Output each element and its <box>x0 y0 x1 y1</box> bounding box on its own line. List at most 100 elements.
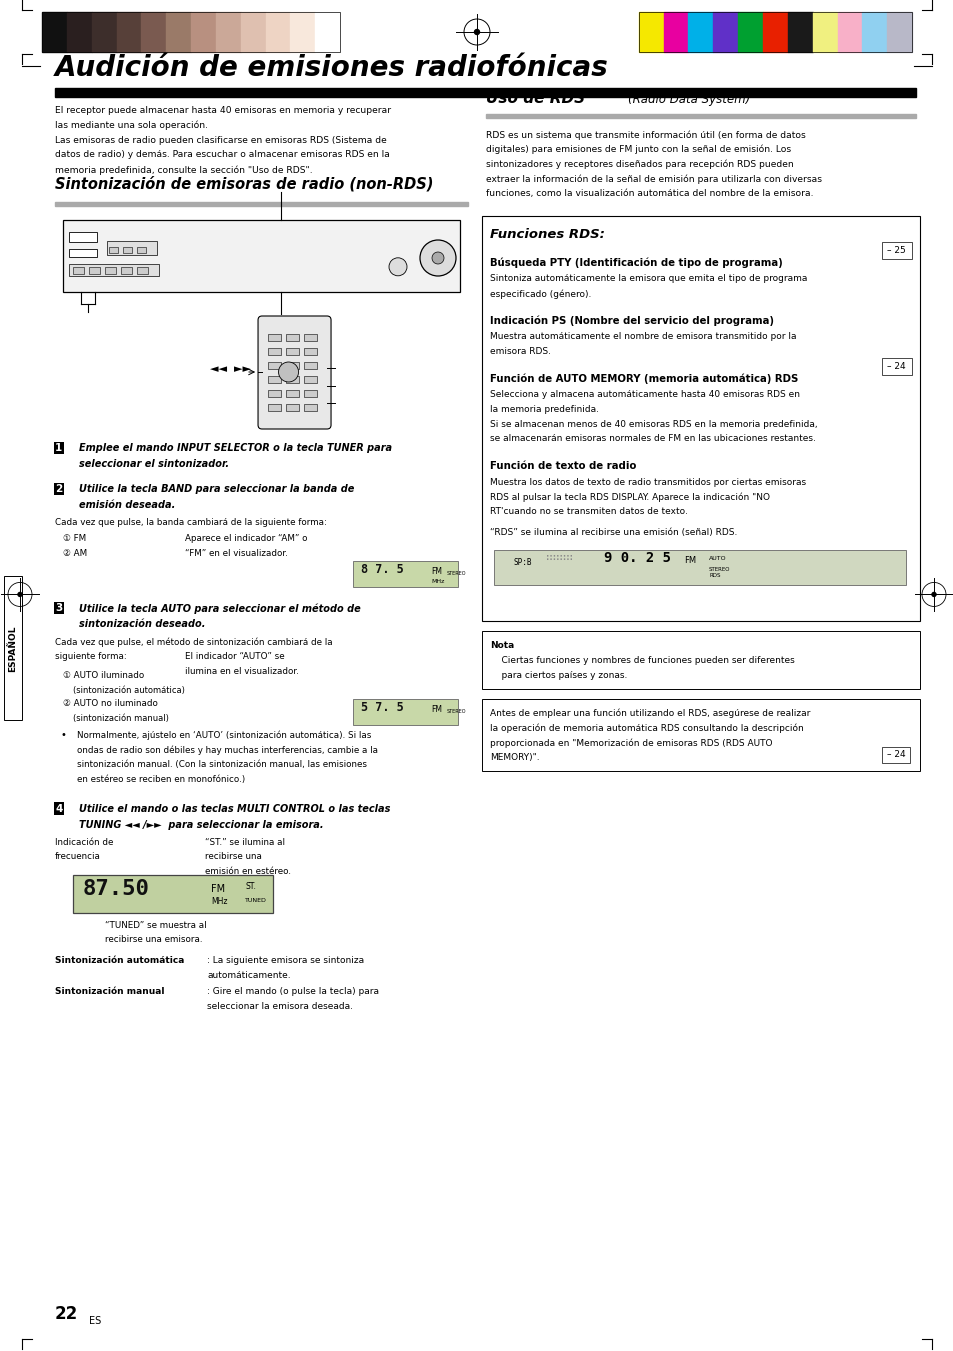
Text: ② AUTO no iluminado: ② AUTO no iluminado <box>63 700 157 708</box>
Text: las mediante una sola operación.: las mediante una sola operación. <box>55 120 208 130</box>
Text: se almacenarán emisoras normales de FM en las ubicaciones restantes.: se almacenarán emisoras normales de FM e… <box>490 435 815 443</box>
Text: Emplee el mando INPUT SELECTOR o la tecla TUNER para: Emplee el mando INPUT SELECTOR o la tecl… <box>79 443 392 453</box>
Text: Sintonización manual: Sintonización manual <box>55 988 164 996</box>
Bar <box>837 12 862 51</box>
Bar <box>688 12 713 51</box>
Text: El indicador “AUTO” se: El indicador “AUTO” se <box>185 653 284 661</box>
Bar <box>738 12 762 51</box>
Text: la operación de memoria automática RDS consultando la descripción: la operación de memoria automática RDS c… <box>490 724 803 734</box>
Text: frecuencia: frecuencia <box>55 852 101 862</box>
Text: – 24: – 24 <box>885 362 904 372</box>
Text: MHz: MHz <box>431 578 444 584</box>
Text: “ST.” se ilumina al: “ST.” se ilumina al <box>205 838 285 847</box>
Text: Selecciona y almacena automáticamente hasta 40 emisoras RDS en: Selecciona y almacena automáticamente ha… <box>490 390 800 399</box>
Text: emisión en estéreo.: emisión en estéreo. <box>205 867 291 877</box>
Text: Aparece el indicador “AM” o: Aparece el indicador “AM” o <box>185 535 307 543</box>
Text: “TUNED” se muestra al: “TUNED” se muestra al <box>105 920 207 929</box>
Text: especificado (género).: especificado (género). <box>490 289 591 299</box>
Text: Utilice la tecla BAND para seleccionar la banda de: Utilice la tecla BAND para seleccionar l… <box>79 484 354 494</box>
Bar <box>286 334 298 340</box>
Bar <box>286 376 298 382</box>
Text: : Gire el mando (o pulse la tecla) para: : Gire el mando (o pulse la tecla) para <box>207 988 378 996</box>
Text: 9 0. 2 5: 9 0. 2 5 <box>603 551 670 565</box>
Bar <box>639 12 663 51</box>
Text: funciones, como la visualización automática del nombre de la emisora.: funciones, como la visualización automát… <box>485 189 813 199</box>
Text: Audición de emisiones radiofónicas: Audición de emisiones radiofónicas <box>55 54 608 82</box>
Text: Indicación PS (Nombre del servicio del programa): Indicación PS (Nombre del servicio del p… <box>490 316 773 327</box>
Text: Cada vez que pulse, la banda cambiará de la siguiente forma:: Cada vez que pulse, la banda cambiará de… <box>55 519 327 527</box>
Text: sintonizadores y receptores diseñados para recepción RDS pueden: sintonizadores y receptores diseñados pa… <box>485 159 793 169</box>
Text: ① FM: ① FM <box>63 535 86 543</box>
Text: Utilice el mando o las teclas MULTI CONTROL o las teclas: Utilice el mando o las teclas MULTI CONT… <box>79 804 390 813</box>
Bar <box>886 12 911 51</box>
Text: Sintoniza automáticamente la emisora que emita el tipo de programa: Sintoniza automáticamente la emisora que… <box>490 274 806 284</box>
Bar <box>73 267 84 274</box>
Bar <box>268 376 281 382</box>
Text: proporcionada en "Memorización de emisoras RDS (RDS AUTO: proporcionada en "Memorización de emisor… <box>490 739 772 748</box>
Bar <box>268 349 281 355</box>
Text: FM: FM <box>683 555 696 565</box>
Text: emisora RDS.: emisora RDS. <box>490 347 551 355</box>
Text: 2: 2 <box>55 484 62 494</box>
Text: seleccionar la emisora deseada.: seleccionar la emisora deseada. <box>207 1002 353 1011</box>
Bar <box>862 12 886 51</box>
Text: RDS es un sistema que transmite información útil (en forma de datos: RDS es un sistema que transmite informac… <box>485 130 805 139</box>
Bar <box>42 12 67 51</box>
Bar <box>787 12 812 51</box>
Bar <box>304 390 316 397</box>
Text: “RDS” se ilumina al recibirse una emisión (señal) RDS.: “RDS” se ilumina al recibirse una emisió… <box>490 528 737 536</box>
Bar <box>55 88 915 96</box>
Text: Ciertas funciones y nombres de funciones pueden ser diferentes: Ciertas funciones y nombres de funciones… <box>490 655 794 665</box>
Text: Normalmente, ajústelo en ‘AUTO’ (sintonización automática). Si las: Normalmente, ajústelo en ‘AUTO’ (sintoni… <box>77 731 371 740</box>
Bar <box>268 362 281 369</box>
Text: – 25: – 25 <box>885 246 904 255</box>
Bar <box>107 240 157 255</box>
Text: recibirse una emisora.: recibirse una emisora. <box>105 935 202 944</box>
Text: ST.: ST. <box>245 882 255 892</box>
Text: MEMORY)".: MEMORY)". <box>490 754 539 762</box>
Bar <box>137 247 146 253</box>
Circle shape <box>18 593 22 596</box>
Bar <box>286 349 298 355</box>
Bar <box>55 203 468 205</box>
Circle shape <box>419 240 456 276</box>
Bar <box>191 12 215 51</box>
Text: •: • <box>60 731 66 740</box>
Text: Si se almacenan menos de 40 emisoras RDS en la memoria predefinida,: Si se almacenan menos de 40 emisoras RDS… <box>490 420 817 428</box>
Text: datos de radio) y demás. Para escuchar o almacenar emisoras RDS en la: datos de radio) y demás. Para escuchar o… <box>55 150 390 159</box>
Bar <box>268 334 281 340</box>
Bar <box>69 249 97 257</box>
Bar <box>304 404 316 411</box>
Bar <box>481 698 919 771</box>
Text: RDS al pulsar la tecla RDS DISPLAY. Aparece la indicación "NO: RDS al pulsar la tecla RDS DISPLAY. Apar… <box>490 492 769 501</box>
Text: Indicación de: Indicación de <box>55 838 113 847</box>
Bar <box>304 362 316 369</box>
Bar <box>639 12 911 51</box>
Text: ∷∷∷∷: ∷∷∷∷ <box>545 553 573 563</box>
Text: Muestra automáticamente el nombre de emisora transmitido por la: Muestra automáticamente el nombre de emi… <box>490 332 796 342</box>
Text: Las emisoras de radio pueden clasificarse en emisoras RDS (Sistema de: Las emisoras de radio pueden clasificars… <box>55 135 386 145</box>
Text: AUTO: AUTO <box>708 555 726 561</box>
Bar <box>268 390 281 397</box>
Bar <box>481 216 919 621</box>
Bar <box>240 12 265 51</box>
Bar <box>485 113 915 118</box>
Bar <box>353 561 457 588</box>
Bar <box>42 12 339 51</box>
Circle shape <box>931 593 935 596</box>
FancyBboxPatch shape <box>257 316 331 430</box>
Text: siguiente forma:: siguiente forma: <box>55 653 127 661</box>
Bar <box>663 12 688 51</box>
Bar <box>91 12 116 51</box>
Text: sintonización deseado.: sintonización deseado. <box>79 619 205 630</box>
Text: FM: FM <box>431 566 441 576</box>
Bar <box>882 358 911 374</box>
Bar <box>882 242 911 259</box>
Text: El receptor puede almacenar hasta 40 emisoras en memoria y recuperar: El receptor puede almacenar hasta 40 emi… <box>55 105 391 115</box>
Text: TUNING ◄◄ /►►  para seleccionar la emisora.: TUNING ◄◄ /►► para seleccionar la emisor… <box>79 820 323 830</box>
Bar <box>314 12 339 51</box>
Bar <box>166 12 191 51</box>
Bar <box>215 12 240 51</box>
Text: Muestra los datos de texto de radio transmitidos por ciertas emisoras: Muestra los datos de texto de radio tran… <box>490 477 805 486</box>
Bar <box>73 874 273 912</box>
